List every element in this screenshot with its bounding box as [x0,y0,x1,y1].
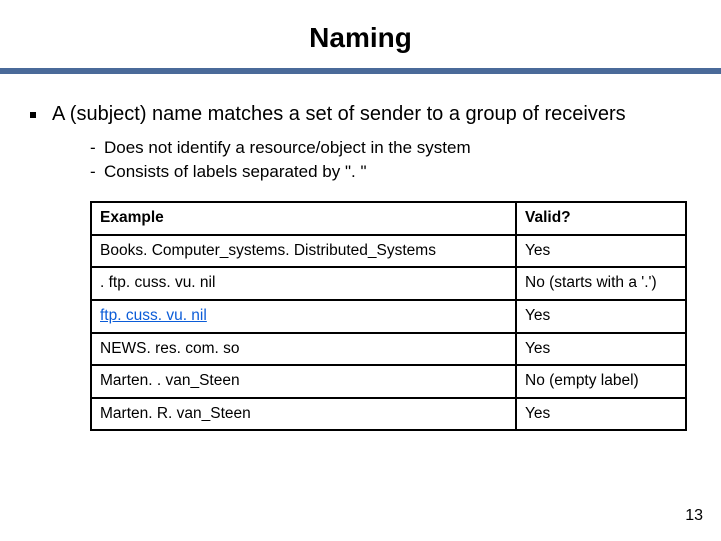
cell-valid: Yes [516,333,686,366]
bullet-text: A (subject) name matches a set of sender… [52,102,626,127]
cell-valid: Yes [516,300,686,333]
sub-bullet-text: Consists of labels separated by ". " [104,161,366,183]
sub-bullet-list: - Does not identify a resource/object in… [90,137,691,183]
table-container: Example Valid? Books. Computer_systems. … [90,201,661,431]
slide: Naming A (subject) name matches a set of… [0,0,721,541]
sub-bullet-item: - Consists of labels separated by ". " [90,161,691,183]
cell-valid: No (empty label) [516,365,686,398]
table-header-row: Example Valid? [91,202,686,235]
examples-table: Example Valid? Books. Computer_systems. … [90,201,687,431]
page-number: 13 [685,507,703,525]
cell-example: NEWS. res. com. so [91,333,516,366]
cell-valid: No (starts with a '.') [516,267,686,300]
table-row: Marten. R. van_Steen Yes [91,398,686,431]
table-row: NEWS. res. com. so Yes [91,333,686,366]
cell-example: Books. Computer_systems. Distributed_Sys… [91,235,516,268]
slide-title: Naming [0,0,721,64]
table-row: ftp. cuss. vu. nil Yes [91,300,686,333]
col-header-example: Example [91,202,516,235]
col-header-valid: Valid? [516,202,686,235]
square-bullet-icon [30,112,36,118]
table-row: . ftp. cuss. vu. nil No (starts with a '… [91,267,686,300]
cell-valid: Yes [516,398,686,431]
table-row: Marten. . van_Steen No (empty label) [91,365,686,398]
dash-icon: - [90,161,104,183]
example-link[interactable]: ftp. cuss. vu. nil [100,307,207,324]
cell-example: Marten. R. van_Steen [91,398,516,431]
table-row: Books. Computer_systems. Distributed_Sys… [91,235,686,268]
bullet-item: A (subject) name matches a set of sender… [30,102,691,127]
cell-example: . ftp. cuss. vu. nil [91,267,516,300]
dash-icon: - [90,137,104,159]
sub-bullet-item: - Does not identify a resource/object in… [90,137,691,159]
cell-example: ftp. cuss. vu. nil [91,300,516,333]
cell-example: Marten. . van_Steen [91,365,516,398]
sub-bullet-text: Does not identify a resource/object in t… [104,137,471,159]
cell-valid: Yes [516,235,686,268]
content-area: A (subject) name matches a set of sender… [0,74,721,431]
